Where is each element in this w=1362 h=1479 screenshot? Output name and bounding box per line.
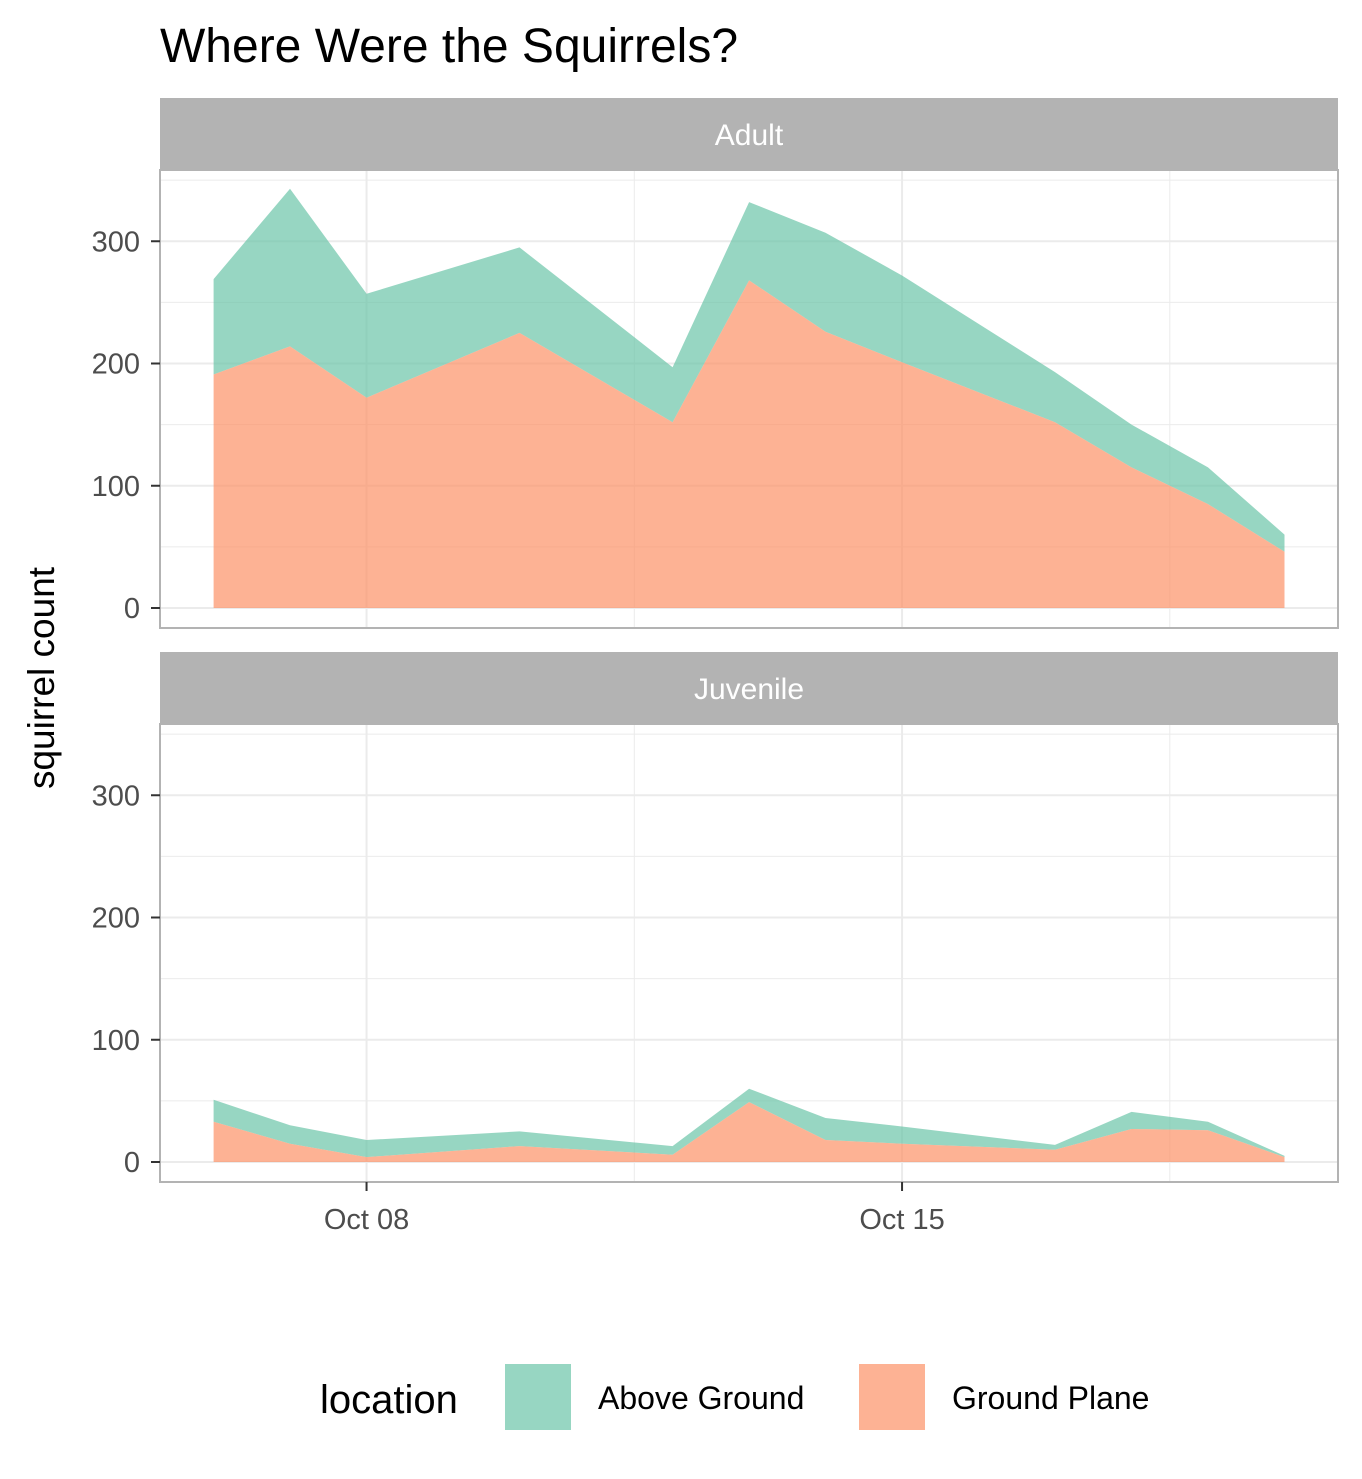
legend-swatch-ground-plane	[859, 1364, 925, 1430]
strip-adult-label: Adult	[715, 119, 784, 152]
area-ground-plane-juvenile	[213, 1102, 1285, 1162]
plot-area-juvenile	[160, 724, 1338, 1182]
panel-juvenile-border	[159, 723, 1339, 1183]
x-axis-ticks: Oct 08 Oct 15	[324, 1182, 945, 1236]
y-tick-label: 0	[124, 593, 140, 625]
area-above-ground-juvenile	[213, 1088, 1285, 1158]
y-tick-label: 0	[124, 1147, 140, 1179]
y-tick-label: 100	[92, 1025, 140, 1057]
panel-adult: Adult	[159, 98, 1339, 629]
legend-label-ground-plane: Ground Plane	[952, 1380, 1149, 1416]
legend-swatch-above-ground	[505, 1364, 571, 1430]
strip-juvenile-background	[160, 652, 1338, 724]
y-axis-ticks: 0 100 200 300 0 100 200 300	[92, 226, 160, 1179]
y-tick-label: 300	[92, 226, 140, 258]
strip-juvenile-label: Juvenile	[694, 673, 804, 706]
y-tick-label: 300	[92, 780, 140, 812]
y-axis-title: squirrel count	[21, 566, 62, 789]
area-above-ground-adult	[213, 188, 1285, 552]
panel-juvenile: Juvenile	[159, 652, 1339, 1183]
strip-adult-background	[160, 98, 1338, 170]
y-tick-label: 100	[92, 471, 140, 503]
legend-title: location	[320, 1378, 458, 1422]
chart-title: Where Were the Squirrels?	[160, 20, 738, 73]
area-ground-plane-adult	[213, 280, 1285, 608]
x-tick-label: Oct 15	[859, 1204, 944, 1236]
panel-adult-border	[159, 169, 1339, 629]
y-tick-label: 200	[92, 903, 140, 935]
plot-area-adult	[160, 170, 1338, 628]
x-tick-label: Oct 08	[324, 1204, 409, 1236]
legend: location Above Ground Ground Plane	[320, 1364, 1149, 1430]
legend-label-above-ground: Above Ground	[598, 1380, 804, 1416]
y-tick-label: 200	[92, 349, 140, 381]
